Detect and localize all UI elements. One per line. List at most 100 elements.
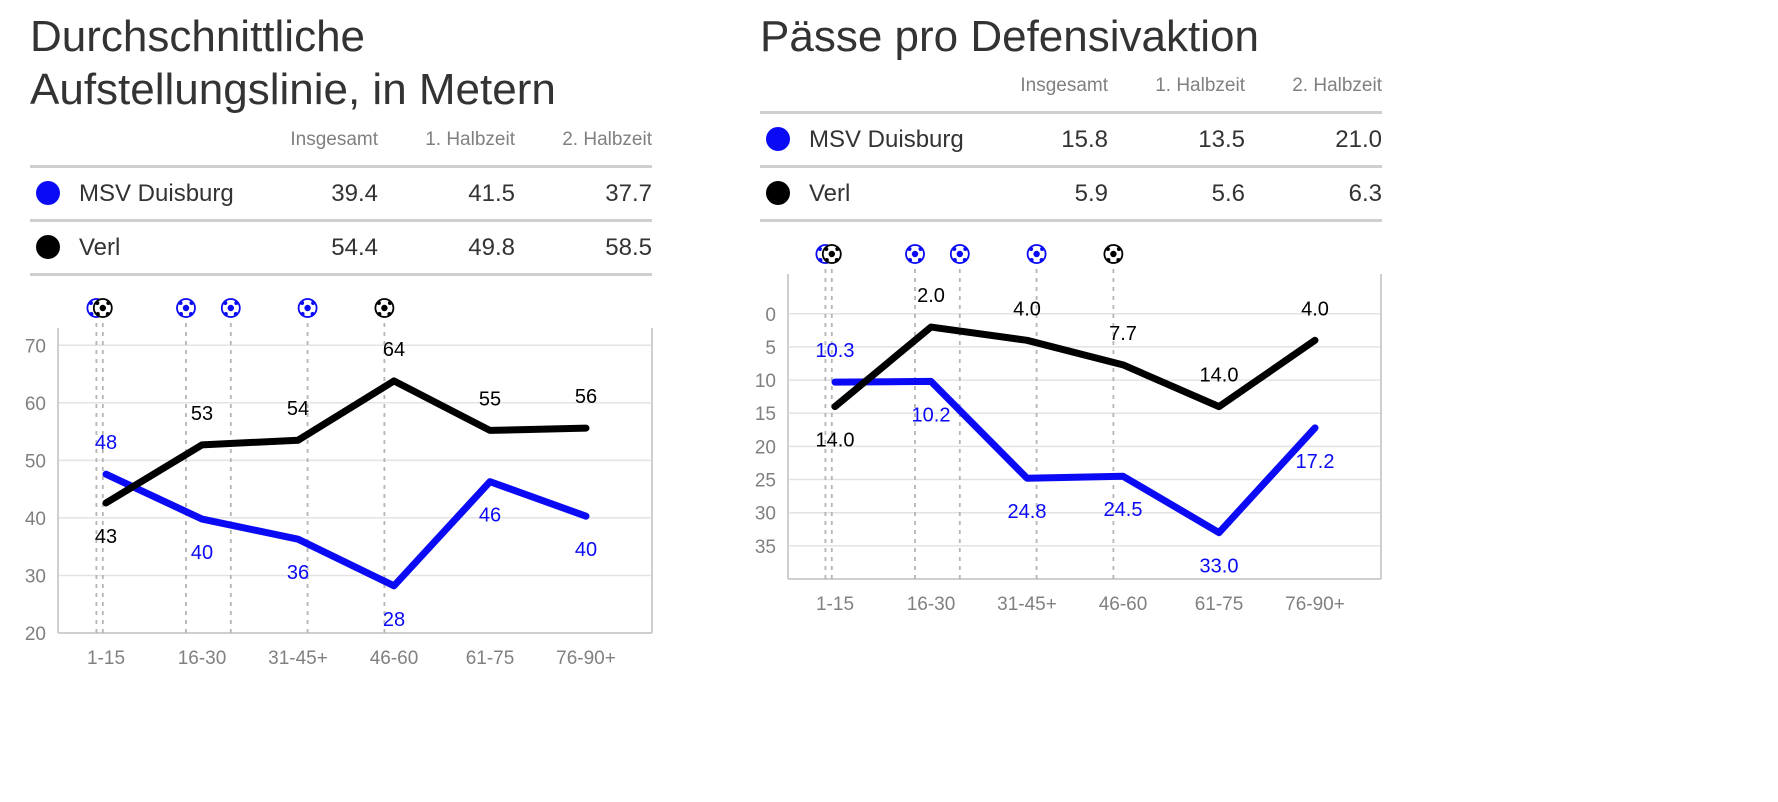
x-tick-label: 16-30 <box>178 648 227 669</box>
summary-table: Insgesamt 1. Halbzeit 2. Halbzeit MSV Du… <box>760 72 1382 222</box>
series-line <box>102 470 590 590</box>
x-tick-label: 61-75 <box>466 648 515 669</box>
football-icon <box>1026 244 1047 264</box>
summary-table: Insgesamt 1. Halbzeit 2. Halbzeit MSV Du… <box>30 126 652 276</box>
chart-title: Pässe pro Defensivaktion <box>760 10 1385 63</box>
summary-row-msv: MSV Duisburg 39.4 41.5 37.7 <box>30 166 652 222</box>
col-header: 1. Halbzeit <box>378 126 515 168</box>
y-tick-label: 20 <box>25 624 46 645</box>
football-icon <box>176 298 196 318</box>
title-line-1: Durchschnittliche <box>30 12 366 61</box>
y-tick-label: 15 <box>755 404 776 425</box>
summary-header-row: Insgesamt 1. Halbzeit 2. Halbzeit <box>30 126 652 168</box>
title-line-2: Aufstellungslinie, in Metern <box>30 65 556 114</box>
title-line-1: Pässe pro Defensivaktion <box>760 12 1259 61</box>
y-tick-label: 35 <box>755 537 776 558</box>
x-tick-label: 31-45+ <box>268 648 328 669</box>
data-label: 2.0 <box>917 285 945 307</box>
football-icon <box>374 298 395 318</box>
y-tick-label: 20 <box>755 437 776 458</box>
team-color-dot <box>766 180 790 205</box>
col-header: Insgesamt <box>1006 72 1109 114</box>
value-cell: 54.4 <box>276 220 379 276</box>
team-name: MSV Duisburg <box>809 125 964 153</box>
y-tick-label: 40 <box>25 509 46 530</box>
x-tick-label: 61-75 <box>1195 594 1244 615</box>
data-label: 46 <box>479 505 501 527</box>
data-label: 55 <box>479 388 501 410</box>
data-label: 10.3 <box>816 340 855 362</box>
data-label: 40 <box>191 542 213 564</box>
data-label: 53 <box>191 403 213 425</box>
y-tick-label: 30 <box>25 566 46 587</box>
y-tick-label: 25 <box>755 471 776 492</box>
value-cell: 13.5 <box>1108 112 1245 168</box>
x-tick-label: 31-45+ <box>997 594 1057 615</box>
x-tick-label: 1-15 <box>87 648 125 669</box>
data-label: 7.7 <box>1109 323 1137 345</box>
summary-row-verl: Verl 5.9 5.6 6.3 <box>760 166 1382 222</box>
panel-ppda: Pässe pro Defensivaktion Insgesamt 1. Ha… <box>755 0 1385 615</box>
team-name: MSV Duisburg <box>79 179 234 207</box>
data-label: 4.0 <box>1013 298 1041 320</box>
series-line <box>831 323 1319 411</box>
team-color-dot <box>36 234 60 259</box>
data-label: 56 <box>575 386 597 408</box>
panel-defensive-line: Durchschnittliche Aufstellungslinie, in … <box>25 0 655 669</box>
data-label: 36 <box>287 562 309 584</box>
team-color-dot <box>766 126 790 151</box>
data-label: 14.0 <box>1200 365 1239 387</box>
y-tick-label: 0 <box>765 305 776 326</box>
value-cell: 5.6 <box>1108 166 1245 222</box>
football-icon <box>92 298 113 318</box>
value-cell: 21.0 <box>1244 112 1382 168</box>
value-cell: 49.8 <box>378 220 515 276</box>
football-icon <box>297 298 318 318</box>
data-label: 54 <box>287 398 309 420</box>
y-tick-label: 70 <box>25 336 46 357</box>
y-tick-label: 5 <box>765 338 776 359</box>
data-label: 14.0 <box>816 430 855 452</box>
football-icon <box>1103 244 1124 264</box>
x-tick-label: 16-30 <box>907 594 956 615</box>
col-header: 2. Halbzeit <box>514 126 652 168</box>
x-tick-label: 46-60 <box>370 648 419 669</box>
value-cell: 15.8 <box>1006 112 1109 168</box>
team-name: Verl <box>79 233 121 261</box>
line-chart: 0 5 10 15 20 25 30 35 1-15 16-30 31-45+ 46-60 61-75 7… <box>755 244 1382 615</box>
value-cell: 37.7 <box>514 166 652 222</box>
value-cell: 5.9 <box>1006 166 1109 222</box>
col-header: Insgesamt <box>276 126 379 168</box>
data-label: 33.0 <box>1200 556 1239 578</box>
football-icon <box>949 244 970 264</box>
team-color-dot <box>36 180 60 205</box>
data-label: 24.8 <box>1008 501 1047 523</box>
data-label: 40 <box>575 539 597 561</box>
summary-row-verl: Verl 54.4 49.8 58.5 <box>30 220 652 276</box>
data-label: 43 <box>95 526 117 548</box>
value-cell: 6.3 <box>1244 166 1382 222</box>
series-line <box>831 377 1319 537</box>
data-label: 64 <box>383 339 405 361</box>
football-icon <box>905 244 925 264</box>
summary-header-row: Insgesamt 1. Halbzeit 2. Halbzeit <box>760 72 1382 114</box>
col-header: 1. Halbzeit <box>1108 72 1245 114</box>
x-tick-label: 1-15 <box>816 594 854 615</box>
line-chart: 20 30 40 50 60 70 1-15 16-30 31-45+ 46-60 61-75 76-… <box>25 298 653 669</box>
value-cell: 58.5 <box>514 220 652 276</box>
x-tick-label: 76-90+ <box>1285 594 1345 615</box>
football-icon <box>821 244 842 264</box>
x-tick-label: 76-90+ <box>556 648 616 669</box>
team-name: Verl <box>809 179 851 207</box>
value-cell: 41.5 <box>378 166 515 222</box>
y-tick-label: 50 <box>25 451 46 472</box>
y-tick-label: 60 <box>25 394 46 415</box>
football-icon <box>220 298 241 318</box>
series-line <box>102 377 590 507</box>
y-tick-label: 10 <box>755 371 776 392</box>
col-header: 2. Halbzeit <box>1244 72 1382 114</box>
value-cell: 39.4 <box>276 166 379 222</box>
data-label: 24.5 <box>1104 499 1143 521</box>
summary-row-msv: MSV Duisburg 15.8 13.5 21.0 <box>760 112 1382 168</box>
data-label: 4.0 <box>1301 298 1329 320</box>
